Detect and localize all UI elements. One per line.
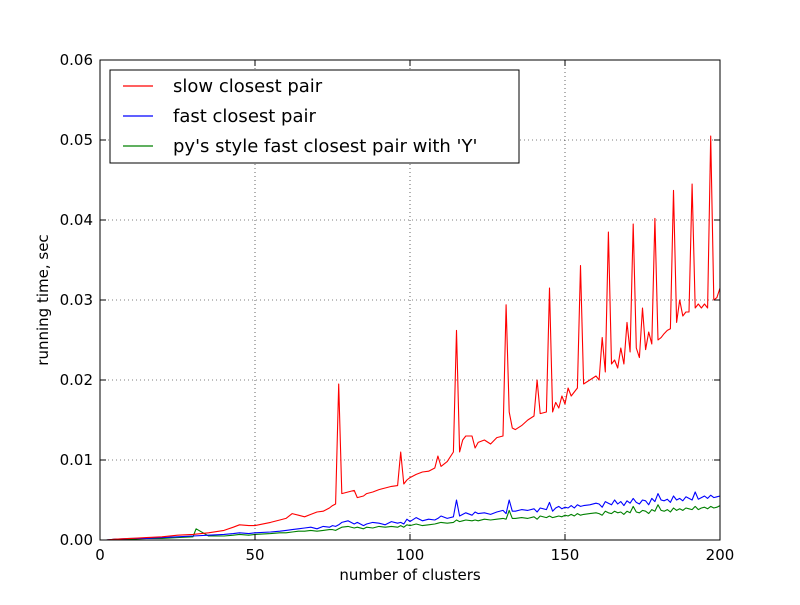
ticks: 0 50 100 150 200 0.00 0.01 0.02 0.03 0.04 0.05 0.06 [60,51,735,564]
series-line-slow-closest-pair [106,135,721,541]
y-tick-label: 0.00 [60,531,93,549]
legend-frame [109,69,520,164]
x-tick-label: 150 [551,546,580,564]
x-tick-label: 50 [245,546,264,564]
y-tick-label: 0.03 [60,291,93,309]
x-axis-label: number of clusters [339,566,481,584]
y-tick-label: 0.06 [60,51,93,69]
series-line-py-style [106,504,721,541]
y-tick-label: 0.02 [60,371,93,389]
series-line-fast-closest-pair [106,491,721,541]
x-tick-label: 100 [396,546,425,564]
legend: slow closest pair fast closest pair py's… [109,69,520,164]
y-tick-label: 0.05 [60,131,93,149]
y-axis-label: running time, sec [34,234,52,365]
series-layer [106,135,721,541]
legend-label-py: py's style fast closest pair with 'Y' [173,136,477,157]
legend-label-slow: slow closest pair [173,76,323,97]
x-tick-label: 200 [706,546,735,564]
y-tick-label: 0.04 [60,211,93,229]
x-tick-label: 0 [95,546,105,564]
legend-label-fast: fast closest pair [173,106,317,127]
y-tick-label: 0.01 [60,451,93,469]
